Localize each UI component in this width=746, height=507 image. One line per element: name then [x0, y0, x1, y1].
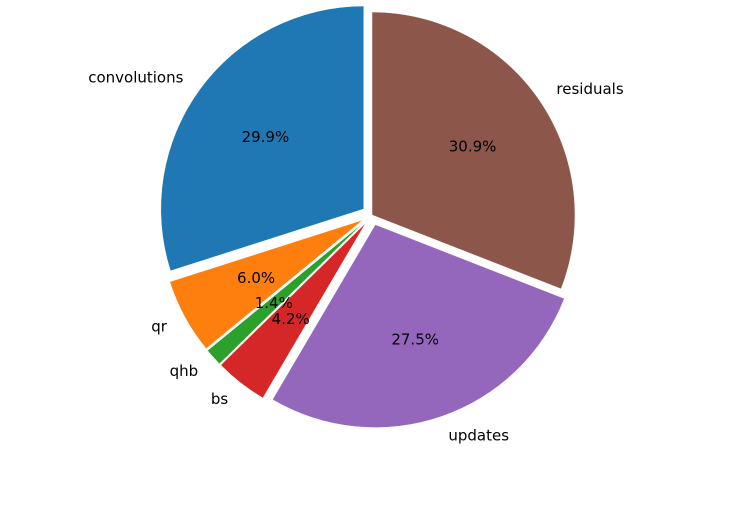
slice-label-updates: updates: [448, 427, 509, 445]
pie-slice-convolutions: [160, 5, 365, 272]
slice-label-qr: qr: [151, 318, 168, 336]
pie-slice-residuals: [371, 11, 576, 290]
slice-label-residuals: residuals: [556, 80, 623, 98]
pct-label-qhb: 1.4%: [255, 294, 293, 312]
slice-label-convolutions: convolutions: [88, 68, 183, 86]
pie-labels: convolutions 29.9% qr 6.0% qhb 1.4% bs 4.2% upda…: [88, 68, 624, 444]
slice-label-qhb: qhb: [170, 362, 199, 380]
pct-label-updates: 27.5%: [391, 331, 439, 349]
pie-slice-qhb: [207, 221, 365, 365]
slice-label-bs: bs: [211, 390, 229, 408]
pct-label-qr: 6.0%: [237, 269, 275, 287]
pct-label-convolutions: 29.9%: [242, 128, 290, 146]
pie-slice-qr: [169, 219, 364, 349]
pie-slice-updates: [272, 224, 565, 428]
pie-slices: [160, 5, 576, 428]
pct-label-bs: 4.2%: [272, 310, 310, 328]
pct-label-residuals: 30.9%: [449, 137, 497, 155]
pie-slice-bs: [220, 222, 366, 399]
